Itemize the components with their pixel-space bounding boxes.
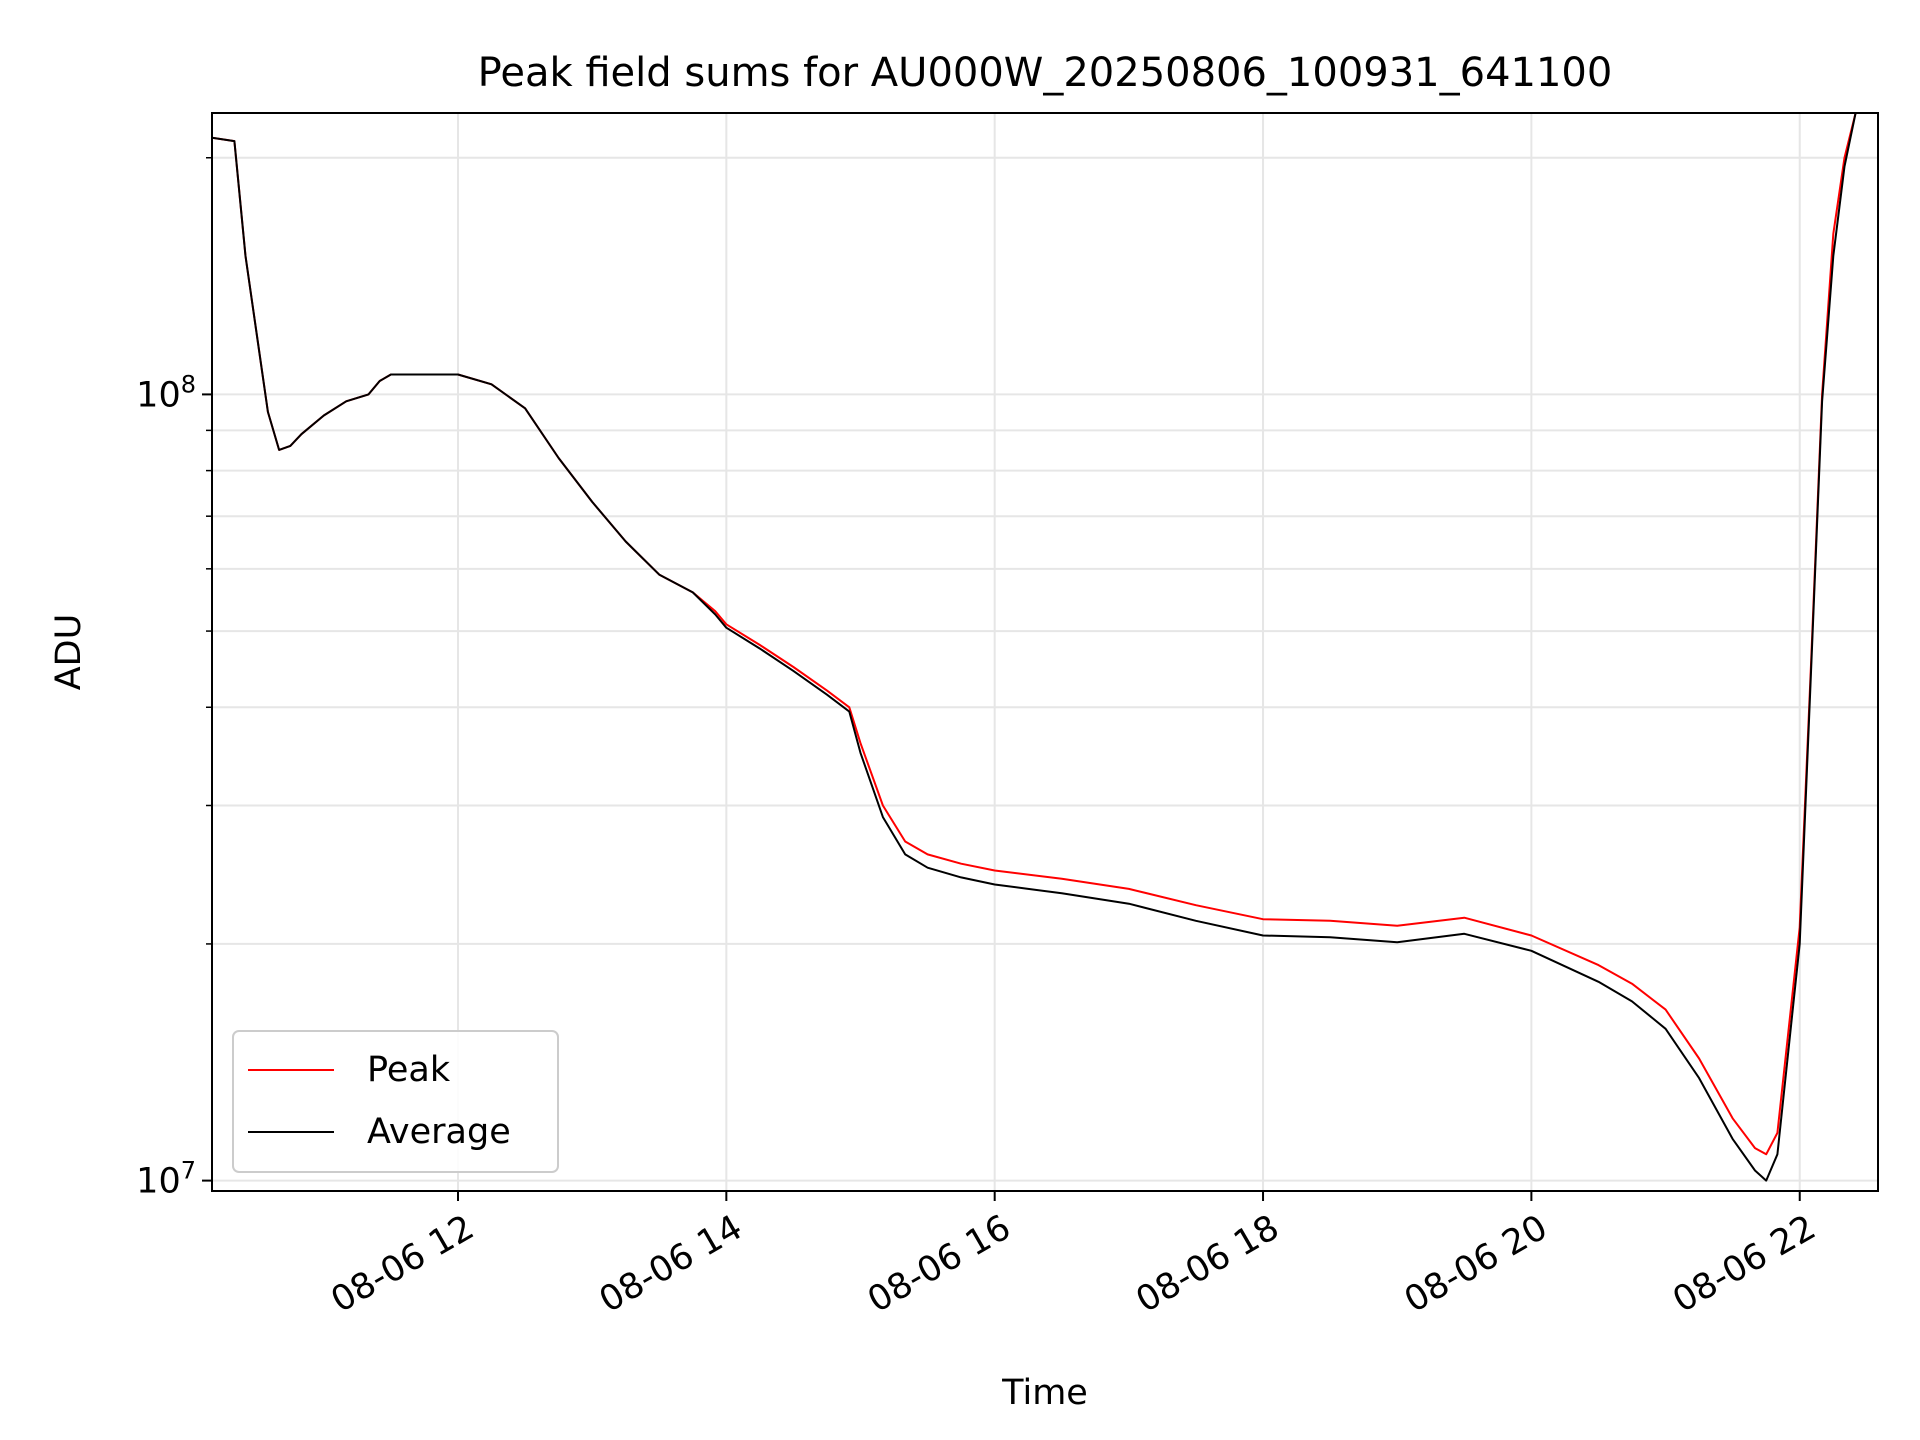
legend-box	[232, 1030, 559, 1173]
y-tick-label: 108	[136, 370, 196, 415]
legend-average-label: Average	[367, 1112, 511, 1152]
y-axis-label: ADU	[49, 614, 89, 691]
y-tick-label: 107	[136, 1157, 196, 1202]
plot-frame	[211, 112, 1879, 1192]
series-line-average	[212, 113, 1867, 1182]
x-axis-label: Time	[1001, 1373, 1088, 1413]
chart-title: Peak field sums for AU000W_20250806_1009…	[478, 50, 1613, 96]
y-axis: 107 108	[136, 156, 212, 1202]
grid	[212, 113, 1878, 1191]
legend: Peak Average	[232, 1030, 559, 1173]
plot-lines	[212, 113, 1867, 1182]
legend-peak-label: Peak	[367, 1050, 451, 1090]
